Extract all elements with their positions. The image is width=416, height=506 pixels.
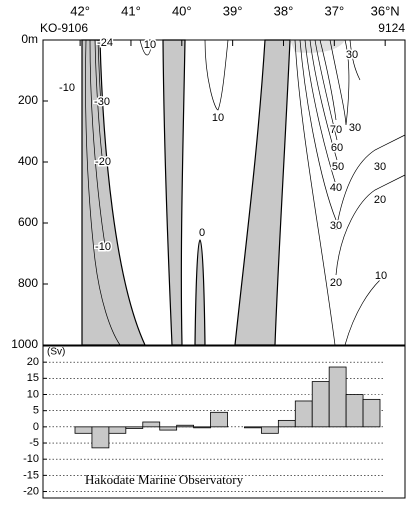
contour-line: [309, 39, 338, 161]
bar: [311, 381, 330, 428]
y-tick-label: 600: [18, 215, 38, 229]
bar: [328, 366, 347, 428]
x-tick-label: 40°: [172, 3, 192, 18]
contour-line: [349, 39, 361, 81]
x-tick-label: 39°: [223, 3, 243, 18]
shaded-regions: [81, 39, 345, 346]
bar: [74, 426, 93, 434]
contour-label: 70: [330, 124, 342, 136]
y-tick-label: 20: [27, 356, 39, 368]
contour-label: -30: [94, 96, 110, 108]
station-start: KO-9106: [40, 21, 88, 35]
contour-label: 10: [144, 39, 156, 51]
contour-line: [139, 39, 153, 56]
y-tick-label: 5: [33, 405, 39, 417]
contour-label: 20: [374, 194, 386, 206]
section-frame: [42, 39, 406, 346]
y-tick-label: 400: [18, 154, 38, 168]
y-tick-label: 0m: [21, 32, 38, 46]
bar: [159, 426, 178, 431]
bar: [193, 426, 211, 429]
y-tick-label: 10: [27, 388, 39, 400]
y-axis-label: (Sv): [47, 347, 65, 358]
contour-label: 30: [374, 161, 386, 173]
bar: [260, 426, 279, 434]
contour-label: 40: [330, 182, 342, 194]
bar: [244, 426, 262, 429]
transport-frame: [42, 345, 406, 499]
contour-label: 30: [349, 122, 361, 134]
station-end: 9124: [378, 21, 405, 35]
contour-label: -24: [97, 37, 113, 49]
bar: [294, 400, 313, 428]
x-tick-label: 41°: [121, 3, 141, 18]
shaded-region: [81, 39, 146, 346]
bar: [362, 398, 381, 428]
contour-label: 60: [331, 142, 343, 154]
y-tick-label: -10: [23, 453, 39, 465]
contour-label: 0: [199, 227, 205, 239]
contour-lines: [85, 39, 406, 346]
y-tick-label: -15: [23, 469, 39, 481]
contour-label: -10: [95, 241, 111, 253]
contour-label: 10: [375, 270, 387, 282]
contour-line: [314, 39, 338, 141]
contour-label: -10: [59, 82, 75, 94]
bar: [176, 424, 195, 428]
bar: [345, 394, 364, 428]
contour-line: [294, 39, 336, 346]
y-tick-label: -20: [23, 485, 39, 497]
contour-line: [335, 174, 406, 276]
contour-label: 20: [330, 277, 342, 289]
bar: [277, 419, 296, 428]
x-tick-label: 36°N: [371, 3, 400, 18]
contour-label: 30: [346, 49, 358, 61]
contour-line: [94, 39, 104, 166]
bar: [142, 421, 161, 428]
x-tick-label: 37°: [324, 3, 344, 18]
contour-label: 50: [332, 161, 344, 173]
bar: [210, 411, 228, 428]
shaded-region: [194, 239, 206, 346]
y-tick-label: 1000: [11, 337, 38, 351]
y-tick-label: 200: [18, 93, 38, 107]
contour-label: 30: [330, 220, 342, 232]
x-tick-label: 42°: [70, 3, 90, 18]
contour-line: [304, 39, 337, 186]
shaded-region: [290, 40, 345, 53]
contour-line: [335, 134, 406, 231]
contour-line: [89, 39, 106, 246]
contour-line: [97, 39, 102, 106]
contour-line: [204, 39, 229, 111]
y-tick-label: 0: [33, 421, 39, 433]
y-tick-label: -5: [29, 437, 39, 449]
contour-label: -20: [95, 156, 111, 168]
bar: [125, 426, 144, 429]
annotation: Hakodate Marine Observatory: [85, 472, 244, 487]
contour-line: [299, 39, 337, 221]
bar: [91, 426, 110, 449]
contour-line: [85, 39, 121, 346]
y-tick-label: 15: [27, 372, 39, 384]
contour-line: [319, 39, 337, 121]
bar: [108, 426, 127, 434]
contour-line: [344, 279, 381, 346]
x-tick-label: 38°: [274, 3, 294, 18]
contour-line: [329, 39, 350, 126]
y-tick-label: 800: [18, 276, 38, 290]
contour-label: 10: [212, 112, 224, 124]
